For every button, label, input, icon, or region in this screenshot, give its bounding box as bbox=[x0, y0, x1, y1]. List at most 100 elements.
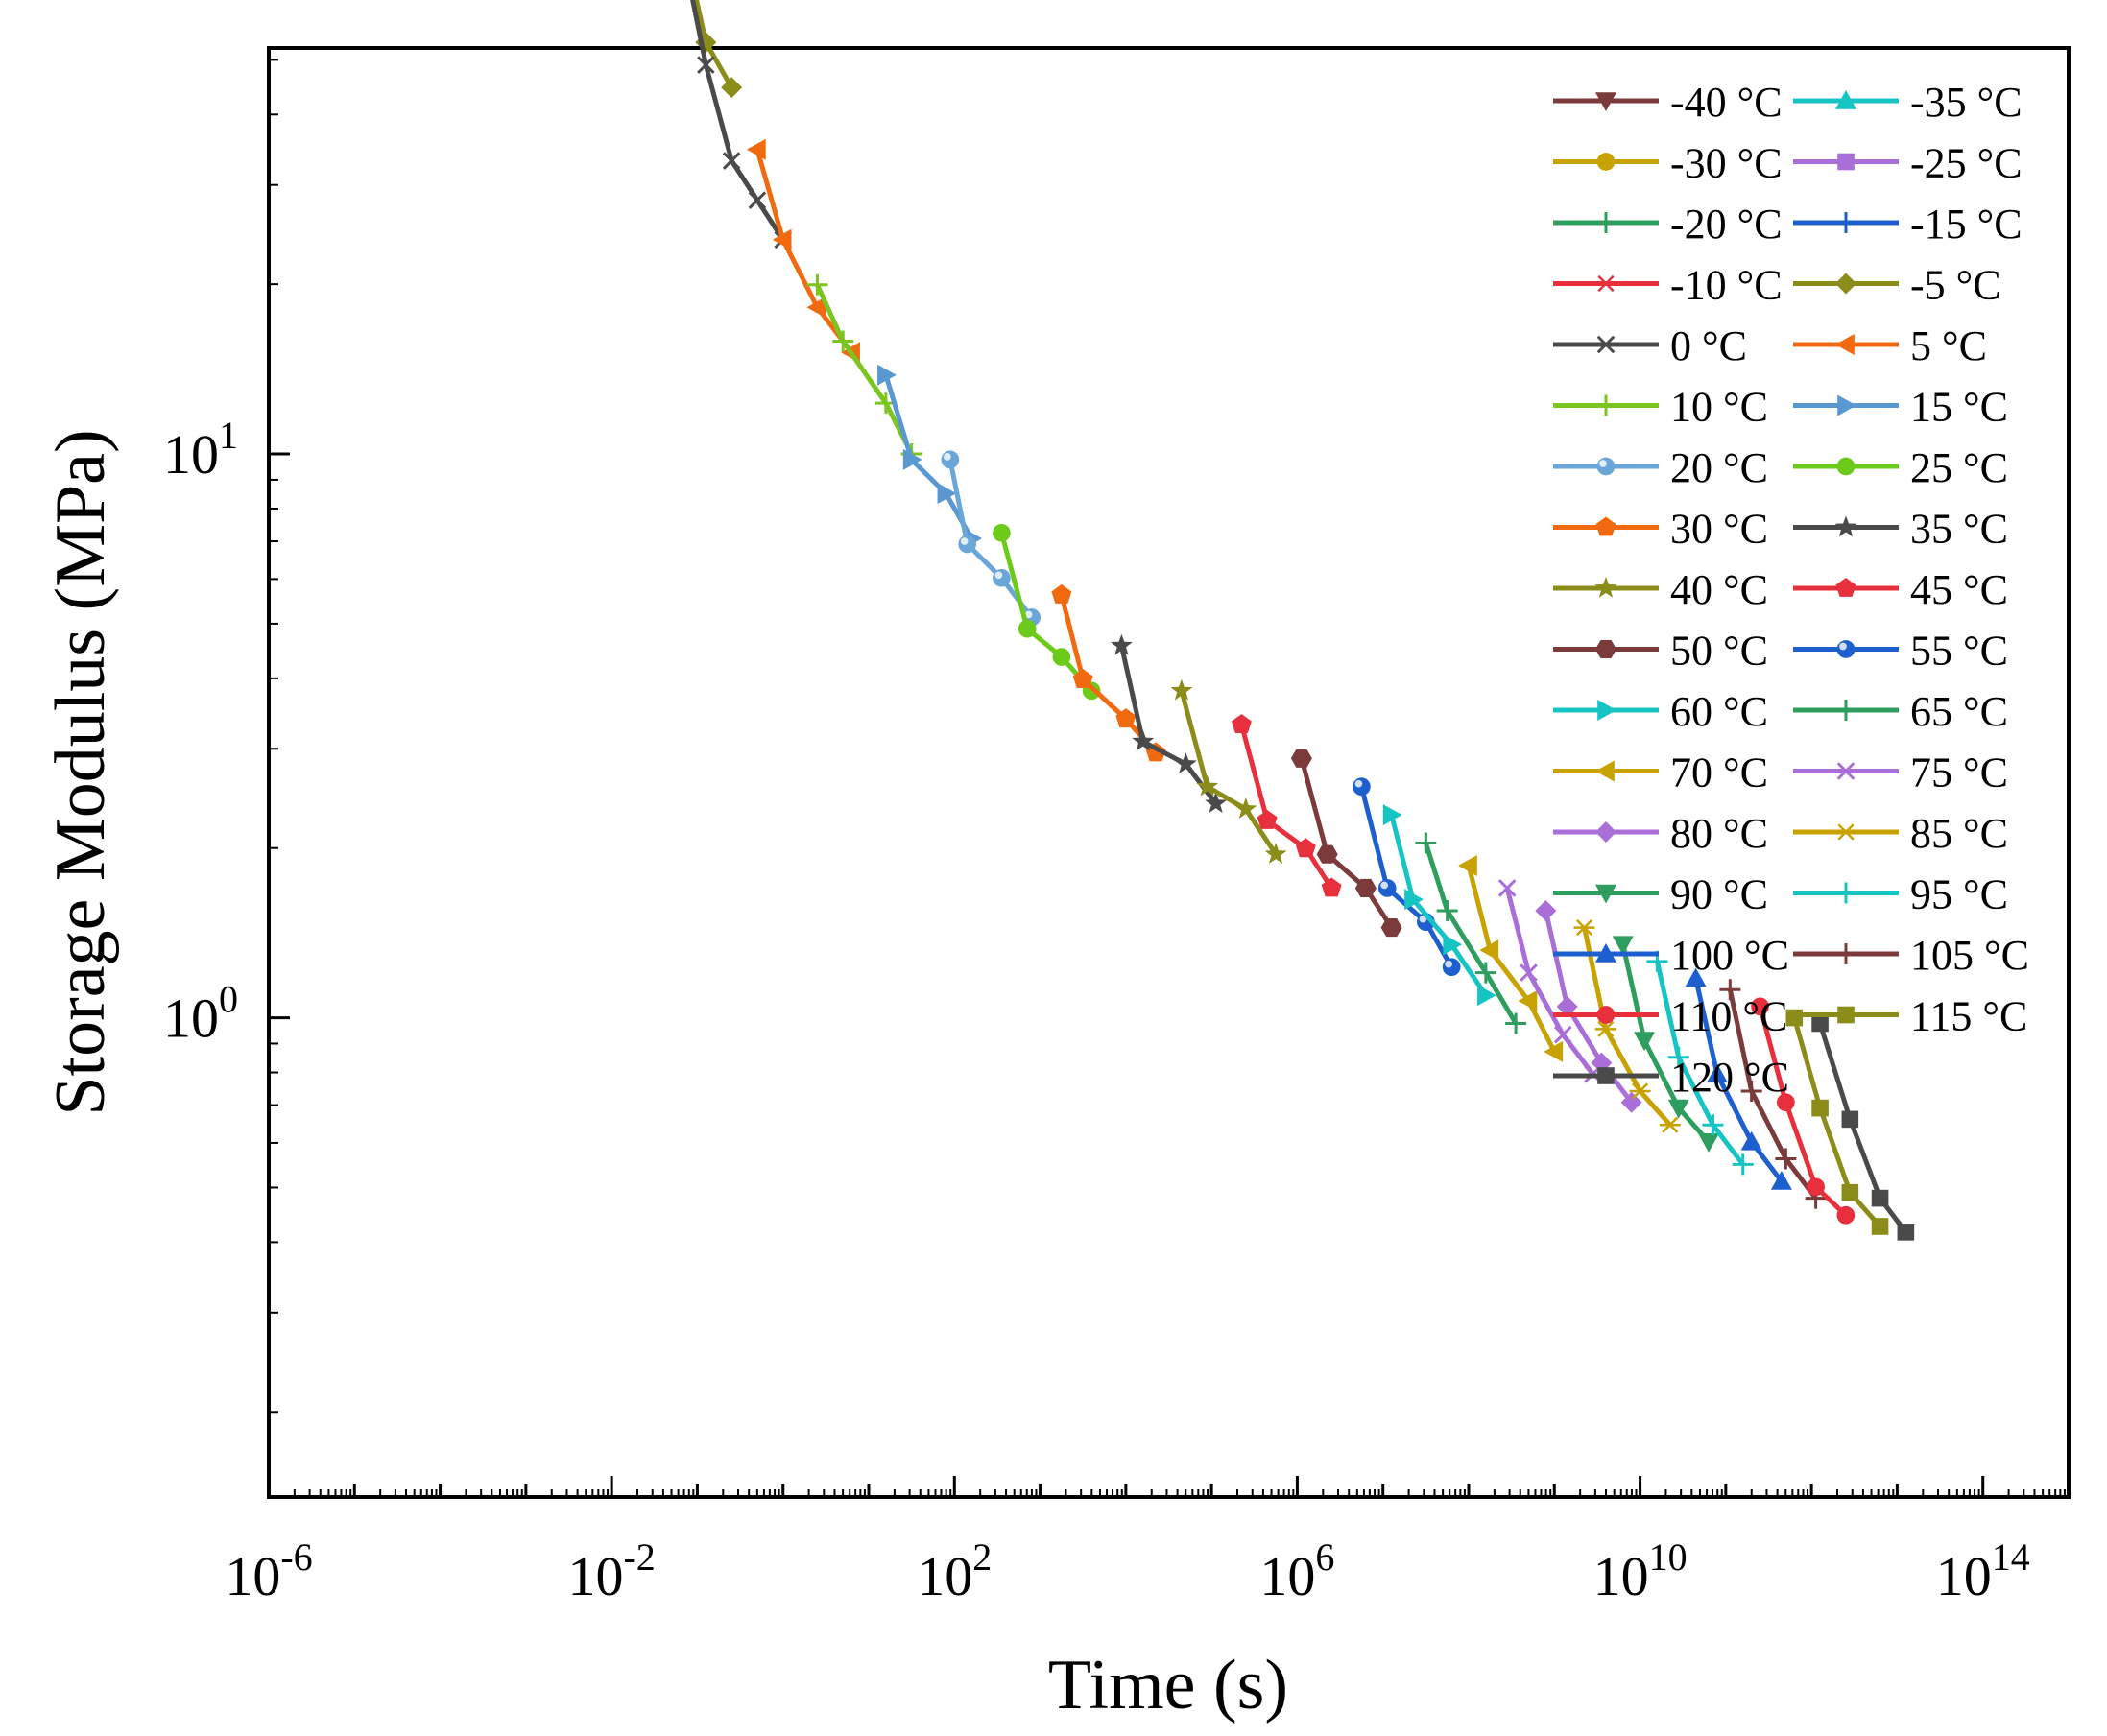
data-point-marker bbox=[1667, 1099, 1689, 1119]
data-point-marker bbox=[1595, 516, 1616, 536]
data-point-marker bbox=[1257, 809, 1278, 829]
data-point-marker bbox=[1474, 962, 1496, 984]
data-point-marker bbox=[1596, 335, 1616, 354]
data-point-marker bbox=[1321, 877, 1342, 897]
marker-highlight bbox=[1445, 960, 1452, 968]
data-point-marker bbox=[1458, 854, 1477, 876]
legend-label: 80 °C bbox=[1670, 810, 1768, 857]
data-point-marker bbox=[1777, 1093, 1795, 1112]
legend-entry: 85 °C bbox=[1793, 810, 2008, 857]
series-line bbox=[754, 149, 854, 354]
legend-entry: 65 °C bbox=[1793, 688, 2008, 735]
series-18 bbox=[1290, 749, 1402, 938]
legend-entry: 115 °C bbox=[1793, 993, 2027, 1040]
data-point-marker bbox=[1835, 212, 1856, 233]
data-point-marker bbox=[1553, 1025, 1572, 1044]
data-point-marker bbox=[1595, 394, 1616, 416]
data-point-marker bbox=[993, 568, 1011, 587]
data-point-marker bbox=[1520, 963, 1538, 982]
x-tick-exp: 10 bbox=[1649, 1535, 1688, 1579]
x-tick-label: 102 bbox=[917, 1535, 992, 1607]
series-line bbox=[1693, 977, 1784, 1183]
legend-label: 90 °C bbox=[1670, 871, 1768, 918]
data-point-marker bbox=[1667, 1046, 1689, 1068]
data-point-marker bbox=[1072, 669, 1093, 688]
data-point-marker bbox=[748, 191, 767, 209]
data-point-marker bbox=[1477, 985, 1496, 1007]
data-point-marker bbox=[1835, 882, 1856, 904]
data-point-marker bbox=[1595, 760, 1615, 782]
legend-label: 10 °C bbox=[1670, 384, 1768, 431]
series-line bbox=[1758, 1006, 1848, 1218]
data-point-marker bbox=[772, 228, 792, 250]
legend-entry: -10 °C bbox=[1553, 262, 1783, 309]
data-point-marker bbox=[1174, 752, 1197, 773]
marker-highlight bbox=[1599, 460, 1607, 467]
legend-label: -40 °C bbox=[1670, 79, 1783, 126]
legend-entry: 75 °C bbox=[1793, 749, 2008, 797]
data-point-marker bbox=[1497, 879, 1517, 897]
legend-label: 30 °C bbox=[1670, 506, 1768, 553]
data-point-marker bbox=[1595, 884, 1616, 904]
series-22 bbox=[1458, 854, 1564, 1062]
data-point-marker bbox=[1835, 943, 1856, 964]
legend-entry: 70 °C bbox=[1553, 749, 1768, 797]
data-point-marker bbox=[1837, 153, 1855, 171]
data-point-marker bbox=[1740, 1130, 1762, 1151]
series-line bbox=[1118, 645, 1218, 805]
legend-entry: -5 °C bbox=[1793, 262, 2001, 309]
marker-highlight bbox=[1354, 779, 1363, 788]
legend-label: 50 °C bbox=[1670, 628, 1768, 675]
legend-label: 70 °C bbox=[1670, 749, 1768, 797]
data-point-marker bbox=[1835, 823, 1856, 841]
legend-label: 115 °C bbox=[1910, 993, 2027, 1040]
legend-entry: 40 °C bbox=[1553, 566, 1768, 613]
data-point-marker bbox=[1807, 1177, 1825, 1197]
marker-highlight bbox=[994, 571, 1003, 580]
legend-label: 65 °C bbox=[1910, 688, 2008, 735]
legend-label: 100 °C bbox=[1670, 932, 1789, 979]
legend-label: -5 °C bbox=[1910, 262, 2001, 309]
series-line bbox=[1389, 814, 1488, 997]
data-point-marker bbox=[1835, 90, 1856, 109]
marker-highlight bbox=[1419, 915, 1427, 923]
data-point-marker bbox=[1595, 943, 1616, 963]
x-tick-base: 10 bbox=[567, 1545, 623, 1607]
data-point-marker bbox=[1505, 1012, 1527, 1034]
data-point-marker bbox=[1018, 619, 1037, 638]
series-line bbox=[883, 374, 974, 540]
data-point-marker bbox=[1811, 1014, 1829, 1033]
series-line bbox=[1466, 865, 1557, 1053]
series-24 bbox=[1535, 899, 1642, 1113]
marker-highlight bbox=[1839, 642, 1847, 651]
legend-entry: 5 °C bbox=[1793, 322, 1987, 369]
data-point-marker bbox=[1835, 578, 1856, 597]
data-point-marker bbox=[1443, 934, 1463, 956]
legend: -40 °C -35 °C -30 °C -25 °C -20 °C -15 °C -10 … bbox=[1553, 79, 2029, 1101]
data-point-marker bbox=[1612, 936, 1634, 956]
data-point-marker bbox=[1837, 394, 1856, 416]
data-point-marker bbox=[1871, 1189, 1889, 1207]
major-ticks bbox=[267, 452, 1985, 1497]
data-point-marker bbox=[1597, 700, 1616, 721]
x-tick-label: 1014 bbox=[1936, 1535, 2030, 1607]
data-point-marker bbox=[1702, 1114, 1724, 1136]
legend-entry: 0 °C bbox=[1553, 322, 1747, 369]
data-point-marker bbox=[1556, 995, 1578, 1017]
data-point-marker bbox=[1115, 708, 1137, 728]
legend-label: 45 °C bbox=[1910, 566, 2008, 613]
legend-entry: 10 °C bbox=[1553, 384, 1768, 431]
y-tick-labels: 100101102103 bbox=[163, 414, 238, 1050]
data-point-marker bbox=[1836, 1205, 1856, 1225]
x-tick-exp: -2 bbox=[623, 1535, 655, 1579]
series-11 bbox=[877, 364, 983, 550]
legend-entry: 100 °C bbox=[1553, 932, 1789, 979]
legend-entry: 25 °C bbox=[1793, 444, 2008, 491]
marker-highlight bbox=[1024, 610, 1033, 619]
data-point-marker bbox=[1719, 979, 1741, 1001]
x-tick-base: 10 bbox=[917, 1545, 972, 1607]
data-point-marker bbox=[1110, 633, 1133, 655]
marker-highlight bbox=[960, 537, 969, 545]
legend-entry: -15 °C bbox=[1793, 201, 2023, 248]
